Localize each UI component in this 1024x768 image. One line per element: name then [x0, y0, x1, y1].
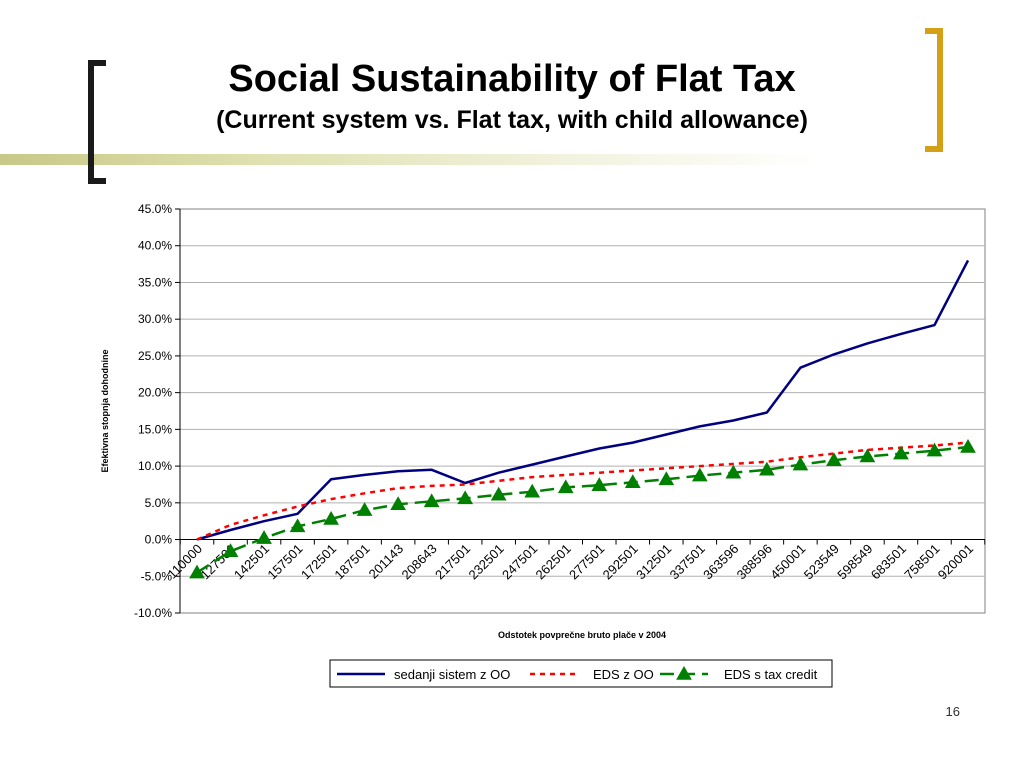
series-3-point	[390, 496, 406, 511]
title-rule	[0, 154, 1024, 165]
legend-label-3: EDS s tax credit	[724, 667, 818, 682]
y-tick-label: 5.0%	[145, 496, 173, 510]
y-tick-label: 10.0%	[138, 459, 172, 473]
legend-marker	[676, 665, 692, 680]
series-3-point	[725, 464, 742, 479]
right-bracket-decoration	[925, 28, 943, 152]
series-3-point	[624, 474, 641, 489]
y-tick-label: 35.0%	[138, 275, 172, 289]
legend-label-1: sedanji sistem z OO	[394, 667, 510, 682]
series-3-point	[289, 518, 306, 533]
legend: sedanji sistem z OO EDS z OO EDS s tax cre…	[329, 659, 833, 688]
y-tick-label: 15.0%	[138, 422, 172, 436]
series-3-point	[490, 486, 507, 501]
y-tick-label: 20.0%	[138, 386, 172, 400]
series-3-point	[356, 502, 373, 516]
series-3-point	[759, 461, 775, 476]
plot-area	[179, 208, 986, 614]
series-3-point	[792, 456, 809, 471]
series-3-point	[591, 477, 608, 491]
series-3-point	[323, 510, 339, 525]
series-3-point	[524, 483, 541, 498]
series-3-point	[691, 467, 708, 482]
page-number: 16	[945, 704, 960, 719]
series-3-point	[926, 442, 943, 457]
series-line-1	[196, 259, 970, 541]
y-tick-label: 40.0%	[138, 239, 172, 253]
left-bracket-decoration	[88, 60, 106, 184]
series-3-point	[256, 530, 272, 544]
series-3-point	[960, 438, 976, 453]
slide-title: Social Sustainability of Flat Tax	[228, 58, 796, 100]
series-line-3	[196, 445, 969, 574]
y-tick-label: 45.0%	[138, 202, 172, 216]
y-tick-label: 30.0%	[138, 312, 172, 326]
y-axis-title: Efektivna stopnja dohodnine	[100, 349, 110, 472]
series-3-point	[658, 471, 675, 486]
series-3-point	[893, 445, 909, 460]
series-3-point	[189, 564, 205, 579]
series-3-point	[557, 479, 574, 494]
legend-box	[329, 659, 833, 688]
series-3-point	[423, 493, 440, 508]
series-3-point	[457, 490, 474, 505]
series-3-point	[222, 543, 239, 558]
series-3-point	[859, 448, 876, 463]
y-tick-label: -5.0%	[141, 569, 173, 583]
series-line-2	[196, 441, 969, 541]
y-tick-label: -10.0%	[134, 606, 172, 620]
y-tick-label: 0.0%	[145, 533, 173, 547]
slide-subtitle: (Current system vs. Flat tax, with child…	[216, 106, 808, 134]
x-axis-title: Odstotek povprečne bruto plače v 2004	[498, 630, 666, 640]
legend-label-2: EDS z OO	[593, 667, 654, 682]
series-3-point	[826, 452, 842, 466]
y-tick-label: 25.0%	[138, 349, 172, 363]
